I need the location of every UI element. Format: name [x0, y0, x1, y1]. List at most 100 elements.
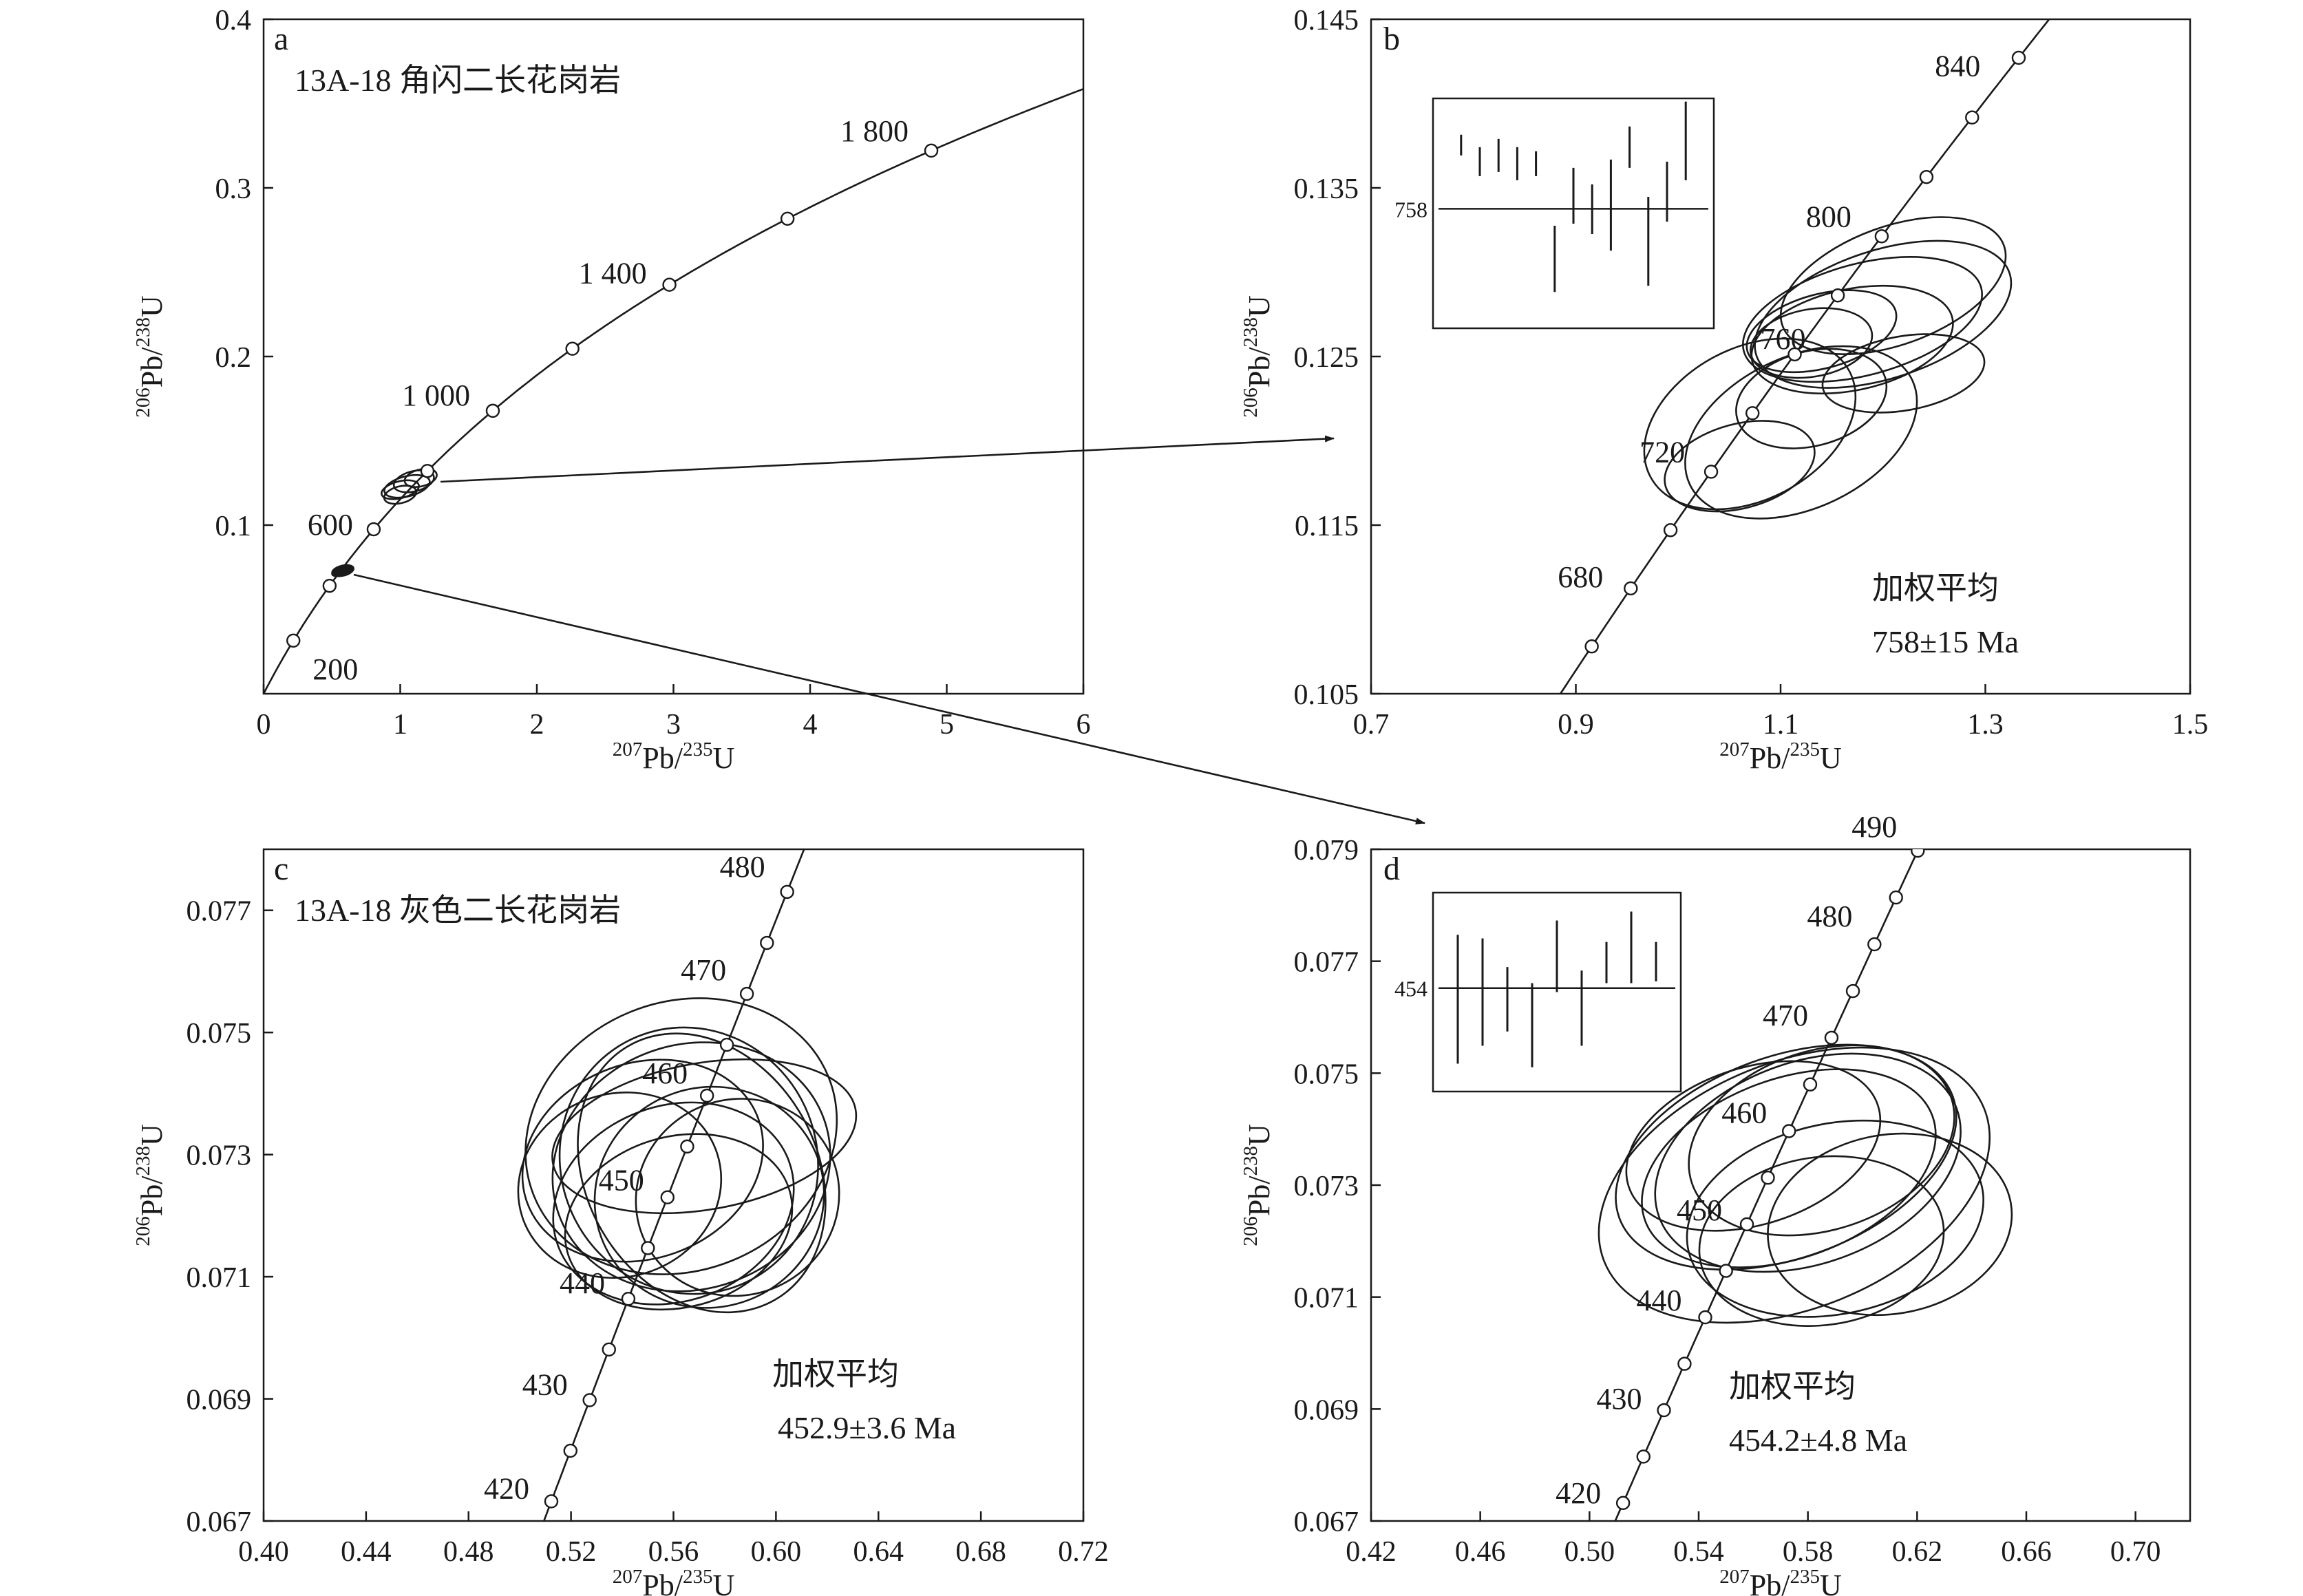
panel-d: 0.42 0.46 0.50 0.54 0.58 0.62 0.66 0.70 0.067 0.0… — [1240, 810, 2191, 1596]
age-label: 450 — [1677, 1193, 1722, 1227]
age-label: 430 — [1597, 1382, 1642, 1416]
weighted-mean-value: 454.2±4.8 Ma — [1729, 1423, 1907, 1458]
weighted-mean-title: 加权平均 — [1872, 571, 1999, 606]
error-ellipse — [1742, 256, 1983, 383]
x-tick-label: 0.68 — [955, 1536, 1006, 1568]
error-ellipse — [1767, 1132, 2013, 1317]
x-tick-label: 0.40 — [238, 1536, 289, 1568]
x-tick-label: 0.54 — [1673, 1536, 1724, 1568]
age-marker — [286, 633, 301, 648]
age-marker — [420, 464, 435, 478]
age-label: 680 — [1558, 560, 1603, 594]
x-tick-label: 0.46 — [1455, 1536, 1506, 1568]
plot-area — [517, 849, 858, 1521]
y-axis-label: 206Pb/238U — [1240, 1124, 1276, 1246]
age-marker — [1830, 288, 1845, 303]
age-marker — [1704, 465, 1719, 479]
x-tick-label: 3 — [666, 709, 681, 741]
x-tick-label: 0.72 — [1058, 1536, 1109, 1568]
error-ellipse — [1686, 1119, 1984, 1318]
age-marker — [1845, 983, 1860, 999]
error-ellipse — [1654, 1052, 1962, 1273]
age-marker — [699, 1088, 714, 1103]
age-label: 1 400 — [579, 257, 647, 290]
x-tick-label: 5 — [940, 709, 954, 741]
age-marker — [1874, 229, 1889, 244]
error-ellipse — [1641, 1068, 1937, 1268]
error-ellipse — [1688, 1044, 1955, 1237]
error-ellipse — [1779, 216, 2007, 355]
age-marker — [1615, 1496, 1631, 1511]
age-marker — [680, 1139, 694, 1154]
zoom-arrow-to-b — [440, 435, 1335, 483]
age-label: 600 — [308, 508, 353, 542]
x-tick-label: 0.44 — [341, 1536, 392, 1568]
y-tick-label: 0.077 — [187, 896, 252, 928]
age-label: 460 — [642, 1056, 688, 1090]
panel-letter: c — [274, 851, 288, 887]
error-ellipse — [1598, 1046, 1991, 1324]
age-label: 420 — [484, 1471, 529, 1505]
age-marker — [1824, 1030, 1839, 1045]
error-ellipse — [383, 485, 418, 505]
age-marker — [780, 884, 794, 900]
age-label: 200 — [312, 652, 358, 686]
sample-label: 13A-18 灰色二长花岗岩 — [295, 893, 621, 928]
y-tick-label: 0.4 — [215, 5, 252, 36]
error-ellipse — [1750, 307, 1874, 379]
age-marker — [760, 935, 774, 950]
x-tick-label: 0.42 — [1346, 1536, 1397, 1568]
age-label: 470 — [1763, 999, 1808, 1032]
age-marker — [485, 403, 500, 418]
error-ellipse — [1643, 337, 1857, 511]
error-ellipse — [551, 1041, 831, 1292]
age-label: 440 — [1636, 1284, 1681, 1317]
age-label: 430 — [522, 1368, 568, 1401]
y-axis-label: 206Pb/238U — [132, 1124, 169, 1246]
age-label: 840 — [1935, 50, 1980, 83]
age-marker — [1781, 1124, 1796, 1138]
y-tick-label: 0.135 — [1294, 173, 1359, 205]
x-tick-label: 1.1 — [1763, 709, 1799, 741]
plot-area — [1598, 849, 2013, 1521]
x-axis-label: 207Pb/235U — [1719, 1566, 1841, 1596]
age-marker — [780, 211, 795, 226]
x-axis-label: 207Pb/235U — [613, 1566, 734, 1596]
y-tick-label: 0.067 — [1294, 1507, 1359, 1538]
concordia-curve — [542, 849, 805, 1521]
x-tick-label: 0.58 — [1783, 1536, 1834, 1568]
age-marker — [563, 1443, 577, 1458]
sample-label: 13A-18 角闪二长花岗岩 — [295, 63, 621, 98]
age-marker — [621, 1291, 636, 1306]
y-tick-label: 0.079 — [1294, 835, 1359, 866]
x-tick-label: 1.3 — [1967, 709, 2004, 741]
y-axis-label: 206Pb/238U — [132, 295, 169, 417]
error-ellipse — [1684, 345, 1918, 520]
y-tick-label: 0.071 — [187, 1262, 252, 1294]
x-tick-label: 0 — [257, 709, 271, 741]
age-label: 450 — [599, 1164, 644, 1198]
error-ellipse — [564, 1133, 794, 1311]
age-marker — [1739, 1217, 1754, 1232]
x-tick-label: 4 — [803, 709, 818, 741]
x-tick-label: 0.56 — [648, 1536, 699, 1568]
age-marker — [1803, 1077, 1818, 1092]
error-ellipse — [558, 1026, 819, 1295]
y-tick-label: 0.073 — [187, 1140, 252, 1172]
age-marker — [1911, 849, 1925, 858]
age-label: 440 — [560, 1266, 605, 1300]
x-tick-label: 0.52 — [546, 1536, 597, 1568]
age-marker — [1889, 890, 1903, 905]
panel-letter: b — [1383, 21, 1400, 57]
age-marker — [1584, 639, 1599, 654]
y-tick-label: 0.067 — [187, 1507, 252, 1538]
y-tick-label: 0.2 — [215, 342, 252, 374]
weighted-mean-title: 加权平均 — [1729, 1369, 1856, 1404]
age-marker — [1657, 1403, 1671, 1418]
weighted-mean-title: 加权平均 — [772, 1356, 899, 1392]
age-marker — [1677, 1356, 1692, 1371]
x-tick-label: 0.7 — [1353, 709, 1390, 741]
age-marker — [1745, 406, 1760, 421]
